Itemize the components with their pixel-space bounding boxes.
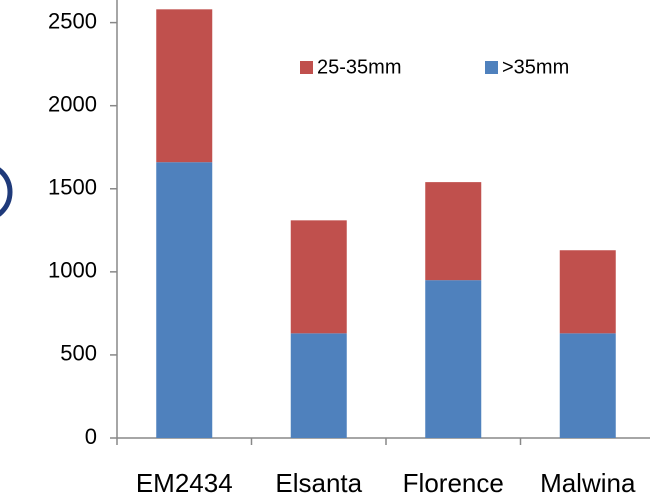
legend-swatch xyxy=(300,61,313,74)
bar-segment xyxy=(559,333,616,438)
bar-segment xyxy=(156,162,213,438)
bar-segment xyxy=(156,9,213,163)
bar-segment xyxy=(425,280,482,438)
bar-segment xyxy=(559,250,616,334)
y-tick-label: 0 xyxy=(85,424,97,449)
bar-segment xyxy=(290,220,347,334)
y-tick-label: 1500 xyxy=(48,175,97,200)
x-tick-label: Florence xyxy=(403,468,504,498)
legend-swatch xyxy=(485,61,498,74)
bar-segment xyxy=(425,182,482,281)
x-tick-label: Elsanta xyxy=(275,468,362,498)
x-tick-label: EM2434 xyxy=(136,468,233,498)
legend-label: 25-35mm xyxy=(317,56,401,78)
y-tick-label: 500 xyxy=(60,341,97,366)
legend-label: >35mm xyxy=(502,56,569,78)
y-tick-label: 2000 xyxy=(48,92,97,117)
y-tick-label: 2500 xyxy=(48,8,97,33)
bar-segment xyxy=(290,333,347,438)
decoration-circle xyxy=(0,167,13,217)
y-tick-label: 1000 xyxy=(48,258,97,283)
x-tick-label: Malwina xyxy=(540,468,636,498)
